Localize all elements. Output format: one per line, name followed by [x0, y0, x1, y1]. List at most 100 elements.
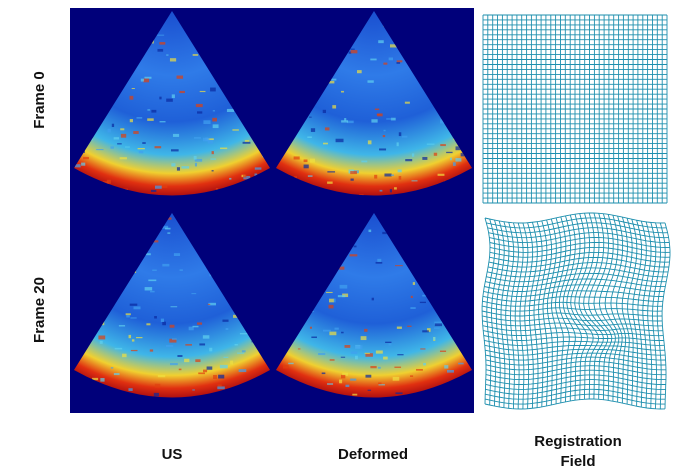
speckle-dot: [341, 357, 345, 358]
speckle-dot: [338, 295, 346, 297]
speckle-dot: [399, 176, 402, 180]
column-label: Deformed: [313, 445, 433, 465]
speckle-dot: [173, 134, 179, 137]
speckle-dot: [378, 367, 381, 369]
speckle-dot: [399, 132, 401, 136]
speckle-dot: [351, 179, 354, 181]
speckle-dot: [365, 375, 371, 378]
speckle-dot: [162, 322, 166, 326]
speckle-dot: [354, 246, 357, 248]
speckle-dot: [304, 165, 309, 169]
speckle-dot: [117, 143, 122, 144]
speckle-dot: [379, 148, 386, 150]
speckle-dot: [384, 174, 391, 177]
speckle-dot: [148, 280, 156, 282]
speckle-dot: [203, 335, 210, 338]
speckle-dot: [159, 42, 165, 45]
speckle-dot: [212, 151, 214, 154]
speckle-dot: [194, 137, 201, 139]
speckle-dot: [304, 159, 308, 162]
grid-line: [662, 223, 670, 409]
speckle-dot: [125, 147, 130, 148]
speckle-dot: [147, 118, 154, 121]
speckle-dot: [340, 285, 348, 289]
speckle-dot: [114, 137, 119, 139]
speckle-dot: [411, 296, 413, 298]
speckle-dot: [212, 170, 214, 171]
speckle-dot: [352, 394, 357, 396]
speckle-dot: [158, 375, 165, 377]
speckle-dot: [210, 158, 216, 159]
speckle-dot: [154, 316, 157, 318]
speckle-dot: [323, 143, 328, 145]
speckle-dot: [172, 94, 175, 98]
speckle-dot: [210, 88, 216, 92]
speckle-dot: [141, 79, 144, 82]
speckle-dot: [193, 326, 199, 327]
speckle-dot: [179, 91, 185, 93]
speckle-dot: [395, 392, 402, 394]
speckle-dot: [137, 117, 143, 119]
speckle-dot: [205, 137, 208, 141]
speckle-dot: [213, 124, 219, 128]
speckle-dot: [402, 136, 408, 138]
speckle-dot: [171, 306, 178, 307]
speckle-dot: [230, 361, 233, 365]
speckle-dot: [133, 131, 138, 134]
speckle-dot: [341, 332, 344, 334]
speckle-dot: [162, 264, 169, 267]
speckle-dot: [397, 327, 402, 329]
speckle-dot: [120, 128, 124, 130]
speckle-dot: [130, 119, 133, 122]
speckle-dot: [329, 299, 334, 303]
speckle-dot: [378, 40, 384, 43]
speckle-dot: [372, 298, 374, 301]
speckle-dot: [331, 79, 336, 81]
speckle-dot: [350, 379, 356, 381]
speckle-dot: [397, 354, 403, 355]
speckle-dot: [378, 383, 381, 385]
speckle-dot: [357, 70, 362, 73]
speckle-dot: [398, 169, 402, 172]
speckle-dot: [341, 120, 348, 122]
speckle-dot: [170, 325, 175, 328]
speckle-dot: [155, 384, 160, 388]
speckle-dot: [375, 109, 379, 110]
speckle-dot: [191, 293, 196, 294]
speckle-dot: [232, 129, 239, 130]
speckle-dot: [323, 110, 326, 113]
speckle-dot: [203, 370, 207, 373]
speckle-dot: [115, 348, 122, 350]
speckle-dot: [161, 319, 164, 322]
speckle-dot: [322, 372, 326, 374]
speckle-dot: [150, 291, 155, 293]
speckle-dot: [458, 363, 463, 365]
speckle-dot: [223, 357, 228, 358]
speckle-dot: [180, 269, 183, 271]
speckle-dot: [420, 348, 425, 349]
speckle-dot: [307, 136, 312, 138]
speckle-dot: [328, 305, 333, 309]
speckle-dot: [384, 130, 386, 131]
figure-canvas: [0, 0, 673, 475]
speckle-dot: [151, 190, 156, 192]
speckle-dot: [181, 166, 189, 168]
speckle-dot: [167, 232, 170, 233]
speckle-dot: [367, 80, 373, 82]
speckle-dot: [455, 158, 461, 162]
speckle-dot: [138, 148, 145, 149]
speckle-dot: [438, 174, 445, 176]
speckle-dot: [423, 363, 426, 365]
speckle-dot: [351, 49, 355, 50]
speckle-dot: [433, 337, 435, 340]
speckle-dot: [130, 317, 136, 318]
speckle-dot: [112, 124, 114, 127]
speckle-dot: [136, 337, 142, 338]
speckle-dot: [218, 384, 222, 386]
speckle-dot: [177, 355, 182, 357]
speckle-dot: [166, 99, 173, 102]
speckle-dot: [195, 163, 197, 166]
speckle-dot: [166, 345, 173, 347]
speckle-dot: [120, 157, 127, 159]
speckle-dot: [361, 161, 367, 163]
